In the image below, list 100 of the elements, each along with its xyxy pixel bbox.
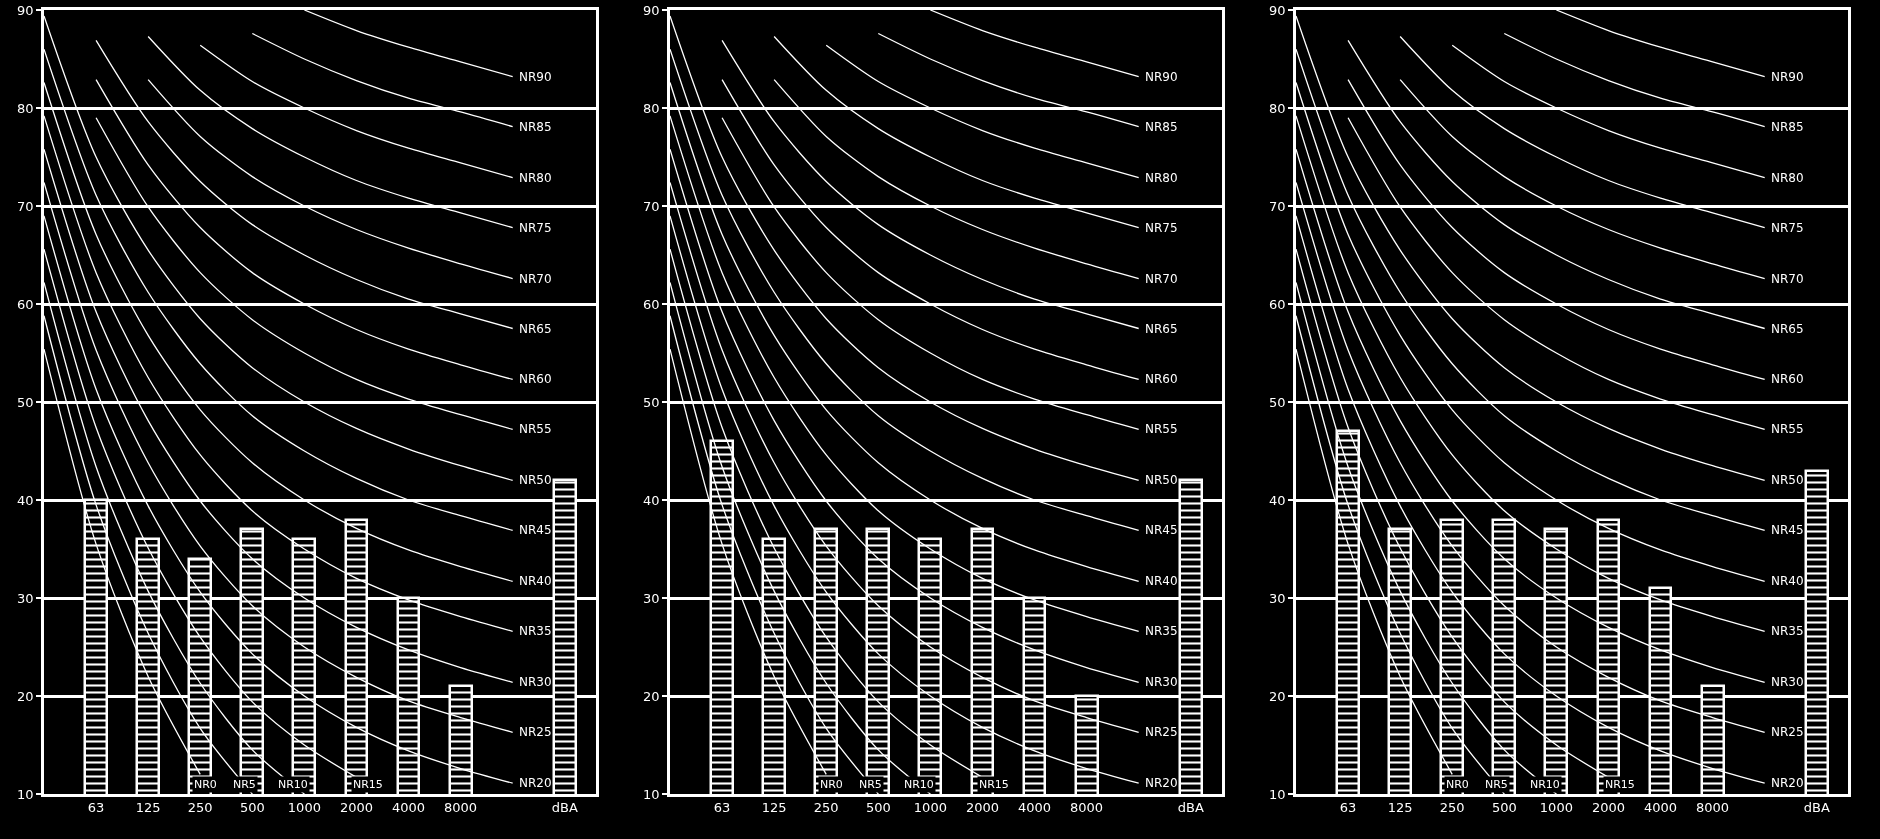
- series-label: NR90: [519, 70, 552, 84]
- series-label: NR75: [1145, 221, 1178, 235]
- x-tick-label: 63: [1339, 800, 1357, 816]
- x-tick-label: 8000: [1070, 800, 1104, 816]
- series-label: NR5: [859, 778, 882, 791]
- y-tick-label: 90: [1269, 2, 1286, 18]
- series-label: NR5: [233, 778, 256, 791]
- x-tick-label: 500: [1491, 800, 1517, 816]
- line-series: [303, 10, 514, 78]
- y-tick-label: 30: [643, 590, 660, 606]
- series-label: NR0: [1446, 778, 1469, 791]
- x-tick-label: 63: [87, 800, 105, 816]
- series-label: NR60: [1771, 372, 1804, 386]
- y-tick-label: 50: [1269, 394, 1286, 410]
- x-tick-label: 8000: [1696, 800, 1730, 816]
- y-tick-label: 10: [1269, 786, 1286, 802]
- series-label: NR65: [1771, 322, 1804, 336]
- series-label: NR90: [1145, 70, 1178, 84]
- series-label: NR55: [1771, 422, 1804, 436]
- series-label: NR45: [1145, 523, 1178, 537]
- series-label: NR30: [1771, 675, 1804, 689]
- x-tick-label: dBA: [1177, 800, 1204, 816]
- series-label: NR20: [519, 776, 552, 790]
- series-label: NR20: [1145, 776, 1178, 790]
- y-tick-label: 50: [643, 394, 660, 410]
- series-label: NR10: [1530, 778, 1560, 791]
- y-tick-label: 20: [1269, 688, 1286, 704]
- series-label: NR50: [1771, 473, 1804, 487]
- y-tick-label: 80: [1269, 100, 1286, 116]
- series-label: NR30: [1145, 675, 1178, 689]
- x-tick-label: 63: [713, 800, 731, 816]
- series-label: NR70: [519, 272, 552, 286]
- x-tick-label: 250: [813, 800, 839, 816]
- y-tick-label: 20: [643, 688, 660, 704]
- series-label: NR35: [1145, 624, 1178, 638]
- series-label: NR35: [1771, 624, 1804, 638]
- series-label: NR10: [278, 778, 308, 791]
- series-label: NR20: [1771, 776, 1804, 790]
- series-label: NR10: [904, 778, 934, 791]
- y-tick-label: 60: [1269, 296, 1286, 312]
- series-label: NR70: [1145, 272, 1178, 286]
- series-label: NR55: [519, 422, 552, 436]
- series-label: NR60: [519, 372, 552, 386]
- x-tick-label: 250: [1439, 800, 1465, 816]
- x-tick-label: 125: [761, 800, 787, 816]
- y-tick-label: 30: [17, 590, 34, 606]
- y-tick-label: 70: [1269, 198, 1286, 214]
- series-label: NR45: [519, 523, 552, 537]
- series-label: NR90: [1771, 70, 1804, 84]
- x-tick-label: 125: [1387, 800, 1413, 816]
- series-label: NR5: [1485, 778, 1508, 791]
- y-tick-label: 90: [17, 2, 34, 18]
- series-label: NR35: [519, 624, 552, 638]
- series-label: NR75: [1771, 221, 1804, 235]
- series-label: NR50: [519, 473, 552, 487]
- series-label: NR40: [1771, 574, 1804, 588]
- line-series: [1555, 10, 1766, 78]
- series-label: NR80: [1145, 171, 1178, 185]
- series-label: NR40: [519, 574, 552, 588]
- series-label: NR15: [979, 778, 1009, 791]
- series-label: NR85: [1145, 120, 1178, 134]
- y-tick-label: 50: [17, 394, 34, 410]
- x-tick-label: dBA: [551, 800, 578, 816]
- x-tick-label: 4000: [1017, 800, 1052, 816]
- y-tick-label: 40: [17, 492, 34, 508]
- y-tick-label: 70: [17, 198, 34, 214]
- y-tick-label: 70: [643, 198, 660, 214]
- x-tick-label: 4000: [391, 800, 426, 816]
- line-series: [929, 10, 1140, 78]
- series-label: NR15: [353, 778, 383, 791]
- y-tick-label: 10: [643, 786, 660, 802]
- series-label: NR85: [519, 120, 552, 134]
- x-tick-label: 500: [239, 800, 265, 816]
- x-tick-label: 1000: [913, 800, 947, 816]
- x-tick-label: 500: [865, 800, 891, 816]
- series-label: NR75: [519, 221, 552, 235]
- x-tick-label: 125: [135, 800, 161, 816]
- series-label: NR15: [1605, 778, 1635, 791]
- x-tick-label: 2000: [965, 800, 999, 816]
- y-tick-label: 80: [17, 100, 34, 116]
- x-tick-label: 4000: [1643, 800, 1678, 816]
- series-label: NR45: [1771, 523, 1804, 537]
- x-tick-label: 1000: [287, 800, 321, 816]
- x-tick-label: dBA: [1803, 800, 1830, 816]
- y-tick-label: 10: [17, 786, 34, 802]
- series-label: NR55: [1145, 422, 1178, 436]
- series-label: NR30: [519, 675, 552, 689]
- series-label: NR0: [820, 778, 843, 791]
- y-tick-label: 80: [643, 100, 660, 116]
- x-tick-label: 1000: [1539, 800, 1573, 816]
- series-label: NR85: [1771, 120, 1804, 134]
- series-label: NR60: [1145, 372, 1178, 386]
- series-label: NR80: [519, 171, 552, 185]
- x-tick-label: 250: [187, 800, 213, 816]
- y-tick-label: 60: [17, 296, 34, 312]
- x-tick-label: 8000: [444, 800, 478, 816]
- series-label: NR25: [519, 725, 552, 739]
- series-label: NR40: [1145, 574, 1178, 588]
- series-label: NR25: [1771, 725, 1804, 739]
- series-label: NR25: [1145, 725, 1178, 739]
